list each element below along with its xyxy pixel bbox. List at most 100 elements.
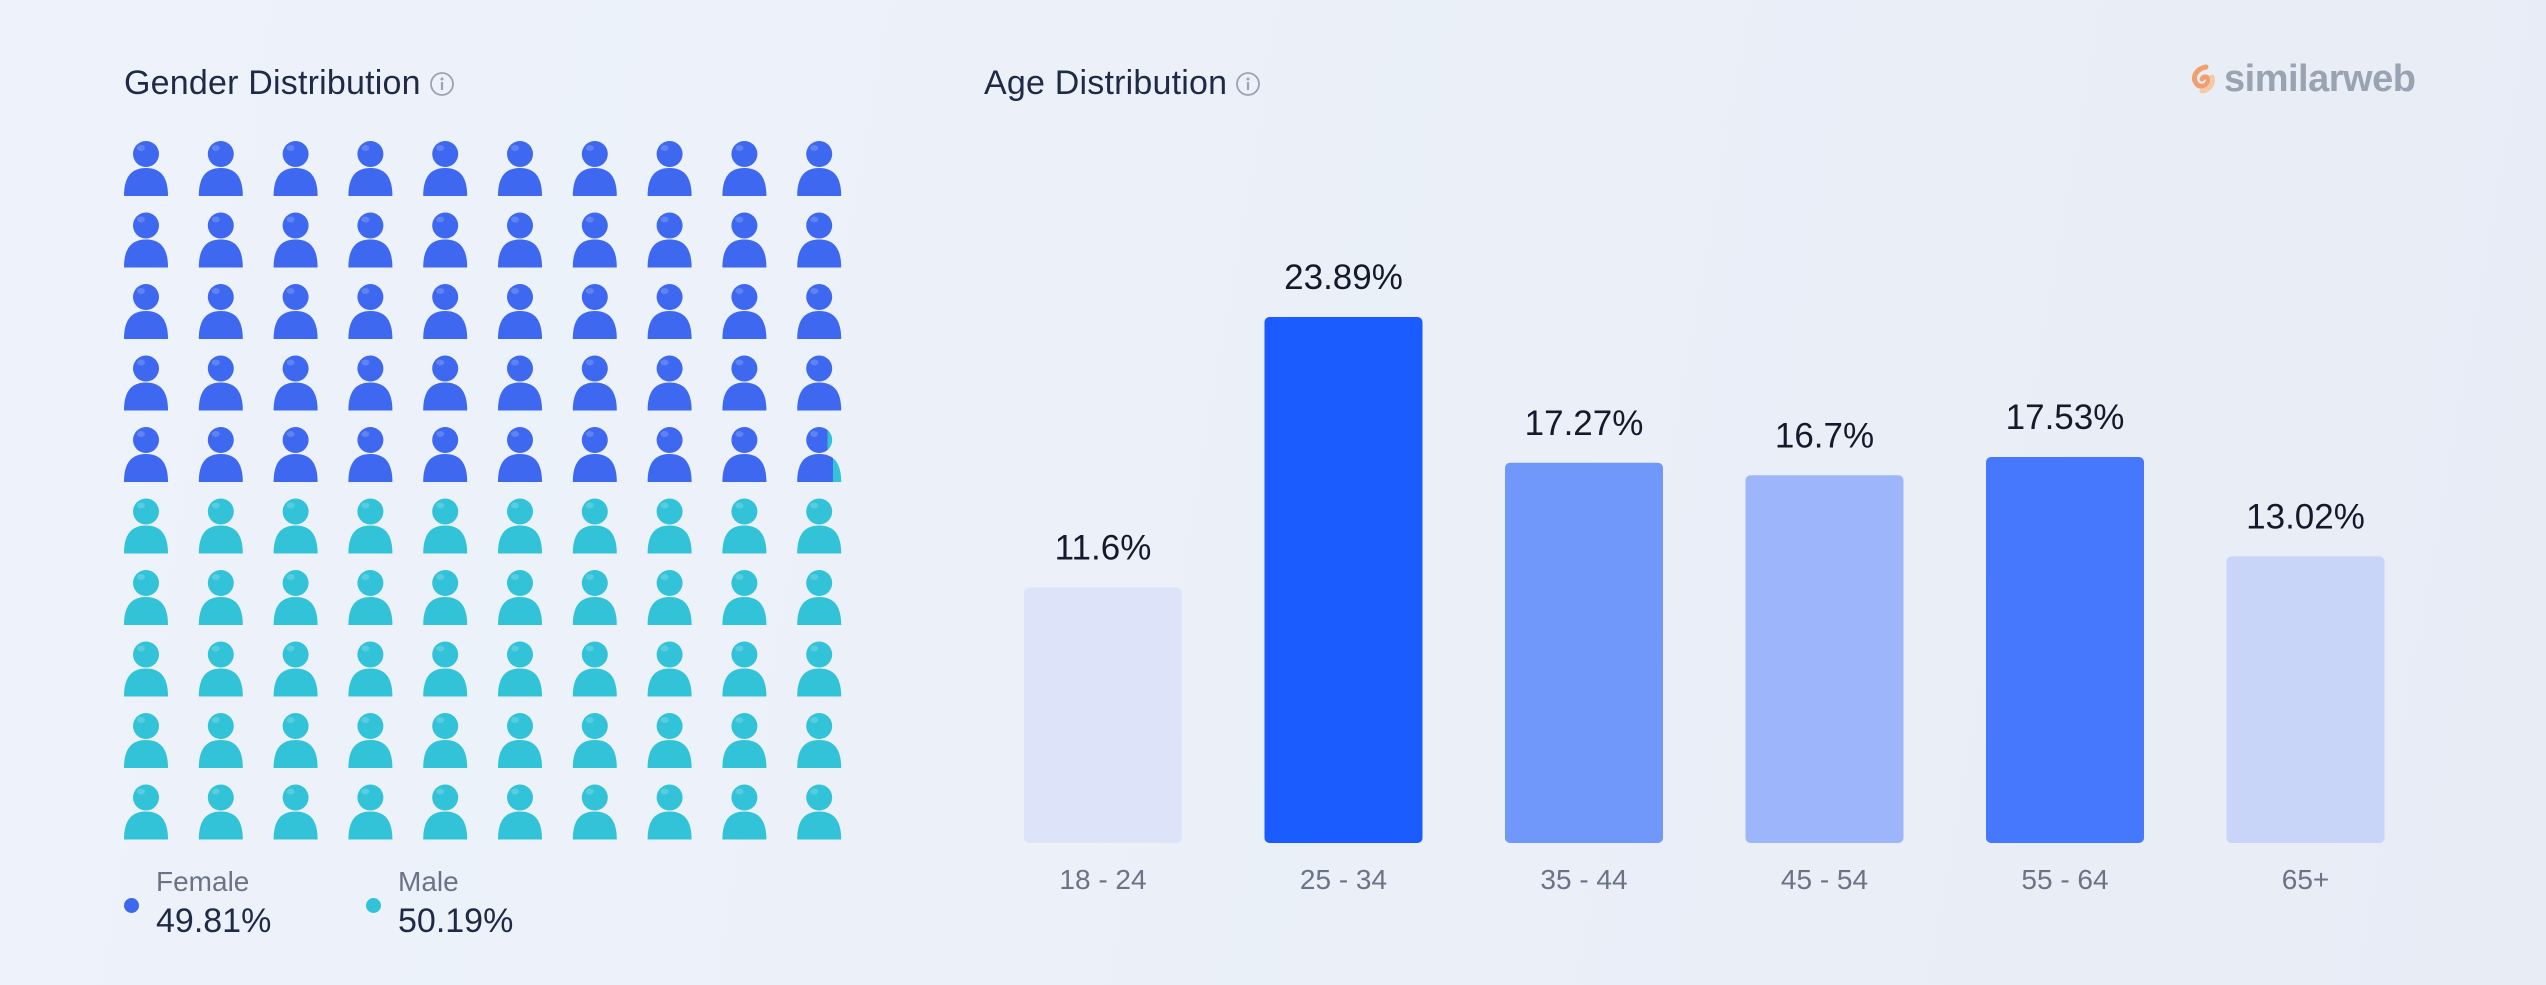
age-bar[interactable] <box>1264 317 1423 843</box>
person-icon <box>647 355 692 411</box>
person-icon <box>348 784 393 840</box>
person-icon <box>647 498 692 554</box>
person-icon <box>498 713 542 768</box>
person-icon <box>273 641 318 697</box>
info-icon[interactable] <box>1235 71 1261 97</box>
person-icon <box>348 570 393 625</box>
person-icon <box>797 713 842 768</box>
person-icon <box>647 784 692 840</box>
age-category-label: 18 - 24 <box>1059 864 1146 895</box>
legend-value-female: 49.81% <box>156 902 272 940</box>
person-icon <box>348 641 393 697</box>
person-icon <box>647 212 692 268</box>
age-bar[interactable] <box>2226 556 2385 843</box>
person-icon <box>124 498 168 554</box>
person-icon <box>423 570 468 625</box>
age-category-label: 45 - 54 <box>1781 864 1868 895</box>
person-icon <box>572 498 617 554</box>
person-icon <box>722 284 767 339</box>
brand-name: similarweb <box>2224 58 2416 100</box>
gender-waffle-grid <box>124 141 842 840</box>
person-icon <box>498 784 542 840</box>
person-icon <box>572 427 617 482</box>
person-icon <box>198 284 243 339</box>
age-bar-value-label: 17.53% <box>2006 398 2125 437</box>
age-bar-value-label: 13.02% <box>2246 497 2365 536</box>
person-icon <box>722 570 767 625</box>
age-bar[interactable] <box>1745 475 1904 843</box>
person-icon <box>647 641 692 697</box>
person-icon <box>722 784 767 840</box>
person-icon <box>423 212 468 268</box>
person-icon <box>572 284 617 339</box>
person-icon <box>498 212 542 268</box>
person-icon <box>498 570 542 625</box>
person-icon <box>198 641 243 697</box>
person-icon <box>572 570 617 625</box>
age-title-text: Age Distribution <box>984 64 1228 102</box>
person-icon <box>797 427 842 482</box>
age-bar[interactable] <box>1505 462 1663 843</box>
person-icon <box>124 784 168 840</box>
person-icon <box>124 141 168 196</box>
person-icon <box>423 641 468 697</box>
person-icon <box>273 355 318 411</box>
info-icon[interactable] <box>429 71 455 97</box>
person-icon <box>647 284 692 339</box>
age-bar-value-label: 11.6% <box>1055 529 1152 568</box>
age-category-label: 65+ <box>2282 864 2330 895</box>
person-icon <box>423 498 468 554</box>
person-icon <box>124 427 168 482</box>
person-icon <box>722 641 767 697</box>
person-icon <box>198 427 243 482</box>
person-icon <box>498 427 542 482</box>
legend-label-female: Female <box>156 866 250 897</box>
person-icon <box>124 641 168 697</box>
person-icon <box>273 212 318 268</box>
person-icon <box>124 284 168 339</box>
person-icon <box>797 355 842 411</box>
age-bar-value-label: 23.89% <box>1284 258 1403 297</box>
person-icon <box>498 141 542 196</box>
gender-distribution-title: Gender Distribution <box>124 64 455 103</box>
person-icon <box>273 713 318 768</box>
person-icon <box>273 784 318 840</box>
person-icon <box>572 212 617 268</box>
age-bar-value-label: 17.27% <box>1525 404 1644 443</box>
person-icon <box>797 498 842 554</box>
age-bar[interactable] <box>1986 457 2144 843</box>
age-bar[interactable] <box>1024 587 1182 843</box>
person-icon <box>498 498 542 554</box>
person-icon <box>572 641 617 697</box>
age-distribution-title: Age Distribution <box>984 64 1261 103</box>
person-icon <box>124 570 168 625</box>
person-icon <box>572 141 617 196</box>
person-icon <box>722 212 767 268</box>
person-icon <box>273 570 318 625</box>
person-icon <box>797 284 842 339</box>
person-icon <box>348 427 393 482</box>
person-icon <box>647 427 692 482</box>
person-icon <box>797 570 842 625</box>
age-category-label: 25 - 34 <box>1300 864 1387 895</box>
gender-title-text: Gender Distribution <box>124 64 421 102</box>
person-icon <box>273 284 318 339</box>
person-icon <box>348 212 393 268</box>
person-icon <box>198 355 243 411</box>
person-icon <box>647 141 692 196</box>
person-icon <box>423 284 468 339</box>
person-icon <box>647 713 692 768</box>
person-icon <box>273 141 318 196</box>
person-icon <box>348 141 393 196</box>
legend-dot-female <box>124 898 139 913</box>
person-icon <box>722 713 767 768</box>
person-icon <box>198 498 243 554</box>
person-icon <box>722 141 767 196</box>
person-icon <box>348 284 393 339</box>
person-icon <box>273 498 318 554</box>
person-icon <box>797 212 842 268</box>
person-icon <box>423 784 468 840</box>
person-icon <box>797 141 842 196</box>
person-icon <box>198 212 243 268</box>
